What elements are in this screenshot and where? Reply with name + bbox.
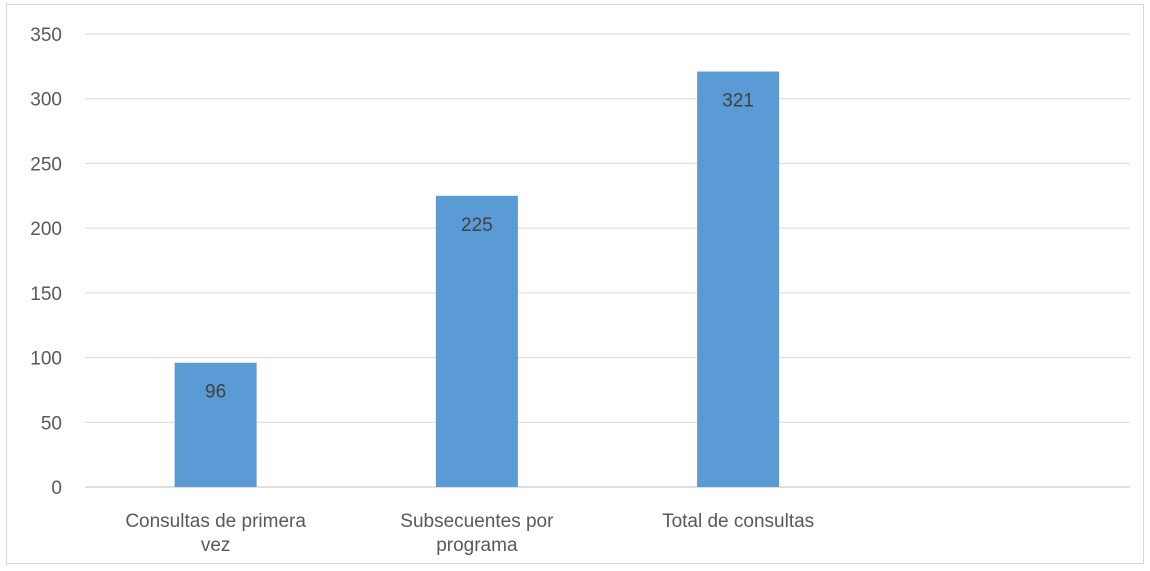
y-tick-label-50: 50	[41, 413, 62, 434]
y-tick-label-300: 300	[30, 90, 62, 111]
x-category-label-3-line-1: Total de consultas	[662, 511, 814, 532]
y-tick-label-250: 250	[30, 154, 62, 175]
data-label-3: 321	[722, 91, 754, 112]
bar-2	[435, 195, 518, 488]
y-tick-label-150: 150	[30, 284, 62, 305]
x-category-label-1-line-2: vez	[201, 535, 231, 556]
bar-1	[174, 362, 257, 487]
y-tick-label-100: 100	[30, 349, 62, 370]
x-category-label-2-line-1: Subsecuentes por	[400, 511, 554, 532]
data-label-2: 225	[461, 215, 493, 236]
data-label-1: 96	[205, 382, 226, 403]
y-tick-label-350: 350	[30, 25, 62, 46]
bar-3	[697, 71, 780, 487]
y-tick-label-200: 200	[30, 219, 62, 240]
x-category-label-1-line-1: Consultas de primera	[125, 511, 306, 532]
y-tick-label-0: 0	[51, 478, 62, 499]
x-category-label-2-line-2: programa	[436, 535, 518, 556]
